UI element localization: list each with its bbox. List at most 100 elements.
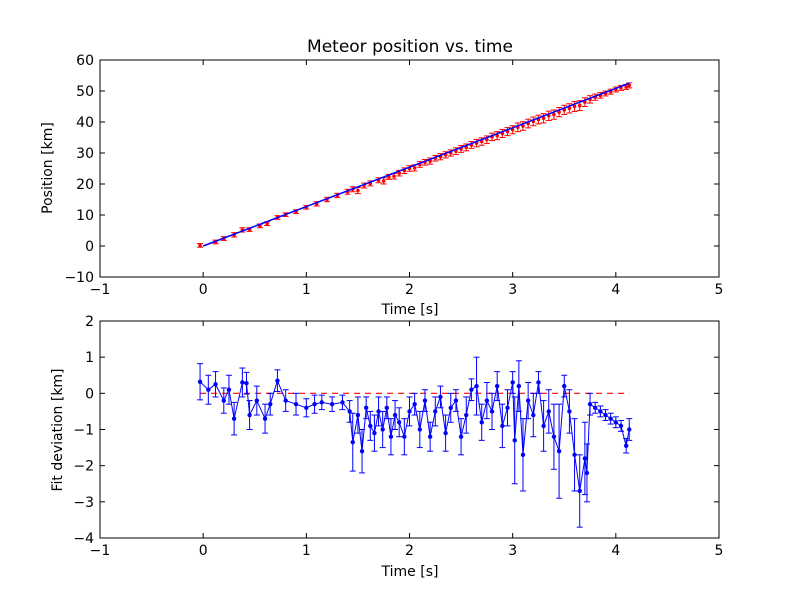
data-point <box>627 83 632 88</box>
x-axis-label: Time [s] <box>381 564 439 580</box>
data-point <box>464 412 469 418</box>
data-group <box>197 82 633 248</box>
data-point <box>584 470 590 476</box>
y-tick-label: 10 <box>76 208 94 224</box>
y-tick-label: −1 <box>73 423 94 439</box>
data-point <box>392 174 396 179</box>
data-point <box>198 243 202 248</box>
data-point <box>556 449 562 454</box>
data-point <box>593 405 598 410</box>
data-point <box>494 383 500 389</box>
x-tick-label: −1 <box>90 543 111 559</box>
y-axis-label: Fit deviation [km] <box>50 368 66 491</box>
data-point <box>275 378 280 383</box>
data-point <box>489 409 495 414</box>
data-point <box>577 103 582 108</box>
data-point <box>293 401 299 407</box>
y-tick-label: −10 <box>64 270 94 286</box>
x-tick-label: 5 <box>715 543 724 559</box>
plot-area <box>99 320 720 539</box>
data-point <box>402 434 407 439</box>
y-tick-label: 40 <box>76 115 94 131</box>
x-tick-label: 4 <box>611 543 620 559</box>
data-point <box>510 380 515 385</box>
data-point <box>231 416 237 421</box>
data-point <box>427 434 433 439</box>
data-point <box>453 398 459 403</box>
data-point <box>380 427 385 432</box>
data-point <box>221 398 226 403</box>
fit-line <box>202 82 630 247</box>
y-tick-label: 0 <box>85 386 94 402</box>
data-point <box>396 420 402 425</box>
data-point <box>350 439 355 445</box>
data-point <box>388 434 394 439</box>
data-point <box>458 434 464 439</box>
data-point <box>355 412 361 418</box>
data-point <box>516 383 522 389</box>
data-point <box>283 398 288 403</box>
data-point <box>520 452 526 458</box>
data-point <box>372 430 377 436</box>
data-point <box>484 398 490 403</box>
data-point <box>551 434 557 439</box>
tick-group: −1 0 1 2 3 4 5 −4 −3 −2 −1 0 1 2 <box>73 314 723 559</box>
y-tick-label: 30 <box>76 146 94 162</box>
data-point <box>505 405 510 410</box>
y-tick-label: 1 <box>85 350 94 366</box>
y-tick-label: −3 <box>73 495 94 511</box>
data-point <box>213 382 218 387</box>
data-point <box>567 409 572 414</box>
data-point <box>268 401 273 407</box>
x-tick-label: 3 <box>508 282 517 298</box>
data-point <box>474 383 479 389</box>
data-point <box>572 104 577 109</box>
data-point <box>417 427 423 432</box>
data-point <box>368 423 373 429</box>
y-tick-label: 50 <box>76 84 94 100</box>
data-point <box>541 116 546 121</box>
data-point <box>412 166 417 170</box>
data-point <box>407 409 412 414</box>
data-point <box>582 456 588 461</box>
y-tick-label: 0 <box>85 239 94 255</box>
x-tick-label: 1 <box>302 543 311 559</box>
data-point <box>536 380 541 385</box>
data-point <box>500 423 505 429</box>
y-tick-label: 2 <box>85 314 94 330</box>
data-point <box>525 398 531 403</box>
x-tick-label: 4 <box>611 282 620 298</box>
y-tick-label: −4 <box>73 531 94 547</box>
data-point <box>392 412 398 418</box>
y-tick-label: −2 <box>73 459 94 475</box>
data-point <box>329 401 335 407</box>
data-point <box>479 420 484 425</box>
x-tick-label: −1 <box>90 282 111 298</box>
data-point <box>319 400 325 405</box>
data-point <box>577 488 582 494</box>
data-point <box>531 412 536 418</box>
data-point <box>244 381 249 386</box>
x-tick-label: 5 <box>715 282 724 298</box>
data-point <box>240 380 245 385</box>
y-tick-label: 20 <box>76 177 94 193</box>
data-point <box>567 106 572 111</box>
data-point <box>312 401 317 407</box>
data-point <box>359 449 365 454</box>
data-point <box>587 401 593 407</box>
x-axis-label: Time [s] <box>381 302 439 318</box>
data-point <box>265 221 269 226</box>
data-point <box>433 409 438 414</box>
data-point <box>384 405 390 410</box>
x-tick-label: 2 <box>405 282 414 298</box>
data-point <box>376 409 381 414</box>
data-point <box>412 401 417 407</box>
data-point <box>340 400 345 405</box>
data-point <box>512 438 517 443</box>
data-point <box>422 398 428 403</box>
data-point <box>598 409 603 414</box>
data-point <box>448 405 453 410</box>
data-point <box>613 420 619 425</box>
data-point <box>627 427 632 432</box>
